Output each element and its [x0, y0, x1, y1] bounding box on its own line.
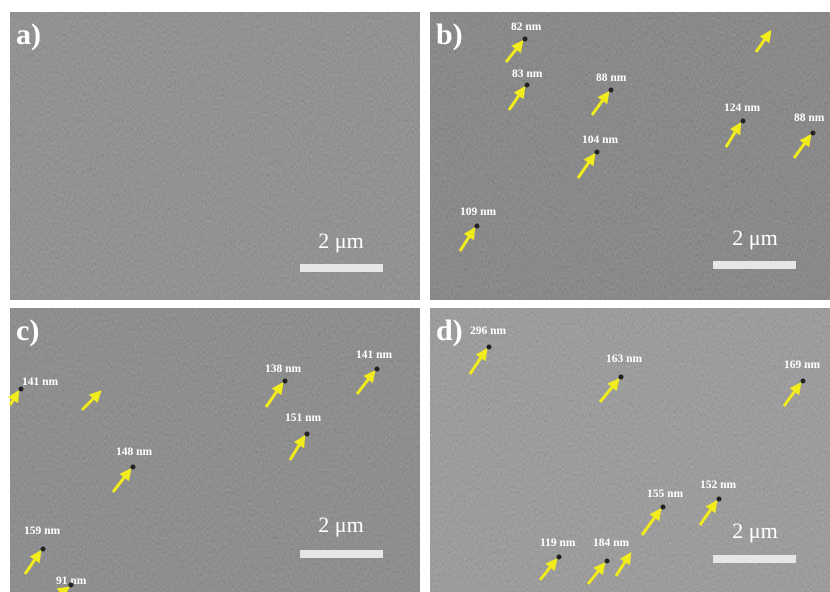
- size-annotation: 83 nm: [512, 68, 543, 80]
- panel-label: b): [436, 18, 463, 51]
- pore: [605, 559, 610, 564]
- size-annotation: 152 nm: [700, 479, 737, 491]
- scale-bar: [300, 550, 383, 558]
- pore: [557, 555, 562, 560]
- size-annotation: 82 nm: [511, 21, 542, 33]
- pore: [283, 379, 288, 384]
- sem-panel: a) 2 μm: [10, 12, 420, 300]
- pore: [619, 375, 624, 380]
- size-annotation: 163 nm: [606, 353, 643, 365]
- pore: [69, 583, 74, 588]
- size-annotation: 104 nm: [582, 134, 619, 146]
- pore: [523, 37, 528, 42]
- pore: [801, 379, 806, 384]
- scale-label: 2 μm: [318, 228, 363, 253]
- scale-label: 2 μm: [318, 512, 363, 537]
- size-annotation: 148 nm: [116, 446, 153, 458]
- pore: [41, 547, 46, 552]
- pore: [811, 131, 816, 136]
- sem-panel: d) 2 μm 296 nm 163 nm 169 nm 155 nm 152 nm 119 …: [430, 308, 830, 592]
- pore: [525, 83, 530, 88]
- size-annotation: 88 nm: [596, 72, 627, 84]
- panel-label: d): [436, 314, 463, 347]
- pore: [305, 432, 310, 437]
- pore: [19, 387, 24, 392]
- scale-label: 2 μm: [732, 518, 777, 543]
- size-annotation: 88 nm: [794, 112, 825, 124]
- size-annotation: 184 nm: [593, 537, 630, 549]
- size-annotation: 155 nm: [647, 488, 684, 500]
- panel-texture: [430, 308, 830, 592]
- pore: [375, 367, 380, 372]
- scale-label: 2 μm: [732, 225, 777, 250]
- figure: a) 2 μm b) 2 μm 82 nm 83 nm 88 nm 104 nm 124 nm 8…: [0, 0, 830, 592]
- pore: [487, 345, 492, 350]
- scale-bar: [713, 261, 796, 269]
- size-annotation: 151 nm: [285, 412, 322, 424]
- pore: [661, 505, 666, 510]
- size-annotation: 109 nm: [460, 206, 497, 218]
- sem-panel: c) 2 μm 141 nm 138 nm 141 nm 151 nm 148 nm 159 …: [10, 308, 420, 592]
- panel-texture: [430, 12, 830, 300]
- panel-label: c): [16, 314, 39, 347]
- pore: [741, 119, 746, 124]
- pore: [609, 88, 614, 93]
- size-annotation: 119 nm: [540, 537, 576, 549]
- pore: [595, 150, 600, 155]
- page: {"panels": [ {"label": "a)", "scale": "2…: [0, 0, 830, 592]
- size-annotation: 296 nm: [470, 325, 507, 337]
- panel-texture: [10, 12, 420, 300]
- size-annotation: 138 nm: [265, 363, 302, 375]
- size-annotation: 124 nm: [724, 102, 761, 114]
- scale-bar: [300, 264, 383, 272]
- scale-bar: [713, 555, 796, 563]
- size-annotation: 141 nm: [22, 376, 59, 388]
- pore: [475, 224, 480, 229]
- sem-panel: b) 2 μm 82 nm 83 nm 88 nm 104 nm 124 nm 88 nm 10…: [430, 12, 830, 300]
- pore: [717, 497, 722, 502]
- size-annotation: 159 nm: [24, 525, 61, 537]
- panel-label: a): [16, 18, 41, 51]
- size-annotation: 141 nm: [356, 349, 393, 361]
- pore: [131, 465, 136, 470]
- size-annotation: 169 nm: [784, 359, 821, 371]
